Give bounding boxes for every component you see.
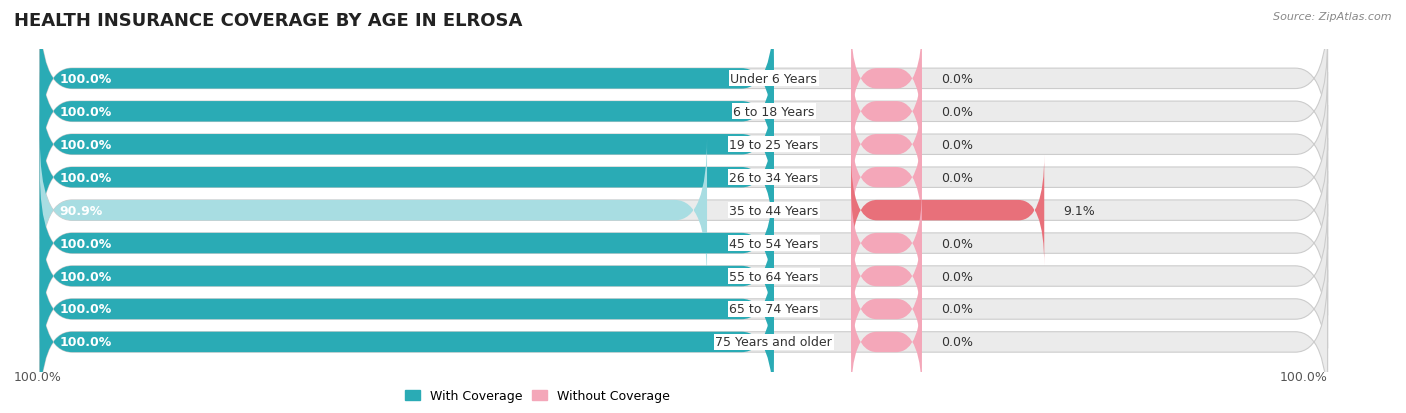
Text: 0.0%: 0.0% — [941, 336, 973, 349]
Text: 0.0%: 0.0% — [941, 73, 973, 85]
FancyBboxPatch shape — [851, 254, 922, 365]
Legend: With Coverage, Without Coverage: With Coverage, Without Coverage — [399, 385, 675, 407]
Text: Source: ZipAtlas.com: Source: ZipAtlas.com — [1274, 12, 1392, 22]
Text: 6 to 18 Years: 6 to 18 Years — [733, 106, 814, 119]
FancyBboxPatch shape — [851, 89, 922, 200]
Text: 100.0%: 100.0% — [14, 370, 62, 383]
Text: 100.0%: 100.0% — [59, 237, 111, 250]
FancyBboxPatch shape — [39, 106, 773, 250]
FancyBboxPatch shape — [39, 237, 773, 381]
FancyBboxPatch shape — [39, 73, 773, 217]
FancyBboxPatch shape — [39, 106, 1327, 250]
FancyBboxPatch shape — [39, 171, 1327, 316]
FancyBboxPatch shape — [851, 122, 922, 233]
Text: Under 6 Years: Under 6 Years — [730, 73, 817, 85]
Text: 100.0%: 100.0% — [59, 73, 111, 85]
Text: 0.0%: 0.0% — [941, 171, 973, 184]
FancyBboxPatch shape — [39, 204, 1327, 348]
FancyBboxPatch shape — [39, 270, 1327, 413]
FancyBboxPatch shape — [39, 204, 773, 348]
Text: 100.0%: 100.0% — [59, 270, 111, 283]
Text: 90.9%: 90.9% — [59, 204, 103, 217]
FancyBboxPatch shape — [39, 7, 1327, 151]
FancyBboxPatch shape — [851, 221, 922, 332]
Text: 35 to 44 Years: 35 to 44 Years — [730, 204, 818, 217]
FancyBboxPatch shape — [39, 270, 773, 413]
Text: 0.0%: 0.0% — [941, 237, 973, 250]
Text: 0.0%: 0.0% — [941, 106, 973, 119]
Text: 26 to 34 Years: 26 to 34 Years — [730, 171, 818, 184]
FancyBboxPatch shape — [39, 171, 773, 316]
Text: 0.0%: 0.0% — [941, 270, 973, 283]
Text: 75 Years and older: 75 Years and older — [716, 336, 832, 349]
Text: 0.0%: 0.0% — [941, 303, 973, 316]
FancyBboxPatch shape — [39, 139, 707, 282]
Text: HEALTH INSURANCE COVERAGE BY AGE IN ELROSA: HEALTH INSURANCE COVERAGE BY AGE IN ELRO… — [14, 12, 523, 30]
Text: 100.0%: 100.0% — [59, 303, 111, 316]
Text: 100.0%: 100.0% — [59, 138, 111, 152]
FancyBboxPatch shape — [39, 40, 773, 184]
Text: 100.0%: 100.0% — [59, 106, 111, 119]
Text: 9.1%: 9.1% — [1063, 204, 1095, 217]
FancyBboxPatch shape — [39, 73, 1327, 217]
Text: 0.0%: 0.0% — [941, 138, 973, 152]
Text: 55 to 64 Years: 55 to 64 Years — [730, 270, 818, 283]
FancyBboxPatch shape — [39, 40, 1327, 184]
FancyBboxPatch shape — [39, 7, 773, 151]
FancyBboxPatch shape — [851, 24, 922, 135]
FancyBboxPatch shape — [851, 155, 1045, 266]
Text: 100.0%: 100.0% — [59, 336, 111, 349]
Text: 45 to 54 Years: 45 to 54 Years — [730, 237, 818, 250]
Text: 65 to 74 Years: 65 to 74 Years — [730, 303, 818, 316]
FancyBboxPatch shape — [851, 57, 922, 168]
Text: 19 to 25 Years: 19 to 25 Years — [730, 138, 818, 152]
FancyBboxPatch shape — [39, 237, 1327, 381]
Text: 100.0%: 100.0% — [59, 171, 111, 184]
FancyBboxPatch shape — [39, 139, 1327, 282]
Text: 100.0%: 100.0% — [1279, 370, 1327, 383]
FancyBboxPatch shape — [851, 287, 922, 398]
FancyBboxPatch shape — [851, 188, 922, 299]
